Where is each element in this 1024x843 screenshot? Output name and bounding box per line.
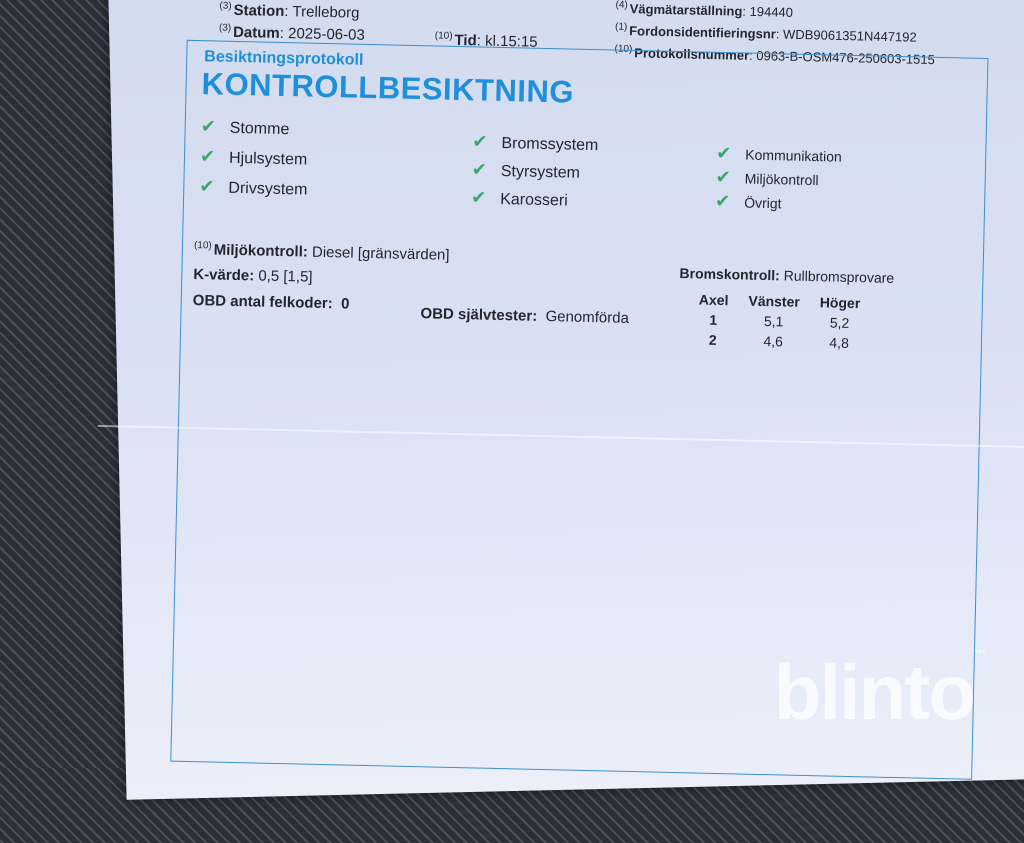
vin-value: WDB9061351N447192 xyxy=(782,26,917,45)
check-item: ✔ Karosseri xyxy=(471,184,598,215)
station-value: Trelleborg xyxy=(292,3,360,22)
obd-selftest-label: OBD självtester: xyxy=(420,305,538,325)
checkmark-icon: ✔ xyxy=(470,187,487,208)
check-label: Karosseri xyxy=(500,190,568,210)
k-value-label: K-värde: xyxy=(193,266,255,285)
obd-selftest-value: Genomförda xyxy=(545,308,630,327)
check-item: ✔ Drivsystem xyxy=(199,172,308,204)
check-item: ✔ Hjulsystem xyxy=(200,142,309,174)
check-item: ✔ Kommunikation xyxy=(716,142,842,169)
vin-label: Fordonsidentifieringsnr xyxy=(629,23,776,42)
brake-table: Axel Vänster Höger 1 5,1 5,2 2 4,6 4,8 xyxy=(688,289,871,353)
cell: 4,8 xyxy=(829,334,850,351)
check-item: ✔ Stomme xyxy=(200,112,309,144)
cell: 2 xyxy=(708,331,717,348)
vin-line: (1) Fordonsidentifieringsnr: WDB9061351N4… xyxy=(614,21,917,45)
checkmark-icon: ✔ xyxy=(199,176,215,197)
header-cell: Höger xyxy=(819,294,861,312)
check-label: Stomme xyxy=(229,119,290,139)
odometer-label: Vägmätarställning xyxy=(629,1,743,19)
k-value: 0,5 [1,5] xyxy=(258,267,313,286)
ref: (10) xyxy=(434,30,453,42)
check-item: ✔ Miljökontroll xyxy=(715,166,841,193)
cell: 5,2 xyxy=(829,314,850,331)
miljo-label: Miljökontroll: xyxy=(213,241,309,261)
brake-value: Rullbromsprovare xyxy=(783,267,895,286)
check-label: Hjulsystem xyxy=(228,149,308,169)
miljo-value: Diesel [gränsvärden] xyxy=(311,243,450,264)
watermark-text: blinto xyxy=(773,648,976,736)
check-label: Drivsystem xyxy=(228,179,308,199)
cell: 1 xyxy=(709,311,718,328)
check-label: Styrsystem xyxy=(500,162,581,182)
table-row: 2 4,6 4,8 xyxy=(688,329,870,353)
ref: (4) xyxy=(615,0,628,11)
checkmark-icon: ✔ xyxy=(472,131,488,152)
check-label: Bromssystem xyxy=(501,134,599,155)
k-value-line: K-värde: 0,5 [1,5] xyxy=(193,266,313,286)
obd-fault-codes-line: OBD antal felkoder: 0 xyxy=(193,292,350,313)
check-column-1: ✔ Stomme ✔ Hjulsystem ✔ Drivsystem xyxy=(199,112,309,204)
header-cell: Vänster xyxy=(748,292,800,310)
checkmark-icon: ✔ xyxy=(199,146,216,167)
odometer-line: (4) Vägmätarställning: 194440 xyxy=(615,0,794,20)
check-item: ✔ Bromssystem xyxy=(472,128,599,159)
cell: 4,6 xyxy=(763,332,784,350)
header-cell: Axel xyxy=(698,291,729,309)
watermark-logo: blinto™ xyxy=(773,647,986,736)
ref: (10) xyxy=(193,240,212,252)
check-item: ✔ Styrsystem xyxy=(471,156,598,187)
brake-label: Bromskontroll: xyxy=(679,265,780,284)
check-column-2: ✔ Bromssystem ✔ Styrsystem ✔ Karosseri xyxy=(471,128,599,215)
check-item: ✔ Övrigt xyxy=(715,190,841,217)
check-label: Övrigt xyxy=(744,194,782,212)
check-label: Miljökontroll xyxy=(744,170,819,189)
station-line: (3) Station: Trelleborg xyxy=(219,0,360,22)
checkmark-icon: ✔ xyxy=(471,159,488,180)
checkmark-icon: ✔ xyxy=(200,116,217,137)
datum-label: Datum xyxy=(232,23,280,42)
cell: 5,1 xyxy=(763,312,784,330)
ref: (3) xyxy=(218,22,232,34)
odometer-value: 194440 xyxy=(749,3,794,20)
datum-value: 2025-06-03 xyxy=(287,25,365,44)
obd-fault-label: OBD antal felkoder: xyxy=(192,292,333,313)
check-label: Kommunikation xyxy=(745,146,842,165)
checkmark-icon: ✔ xyxy=(714,190,731,212)
obd-fault-value: 0 xyxy=(340,295,350,313)
station-label: Station xyxy=(233,1,285,21)
checkmark-icon: ✔ xyxy=(716,142,732,164)
ref: (3) xyxy=(219,0,232,12)
checkmark-icon: ✔ xyxy=(715,166,732,188)
ref: (1) xyxy=(614,21,628,33)
check-column-3: ✔ Kommunikation ✔ Miljökontroll ✔ Övrigt xyxy=(715,142,842,217)
